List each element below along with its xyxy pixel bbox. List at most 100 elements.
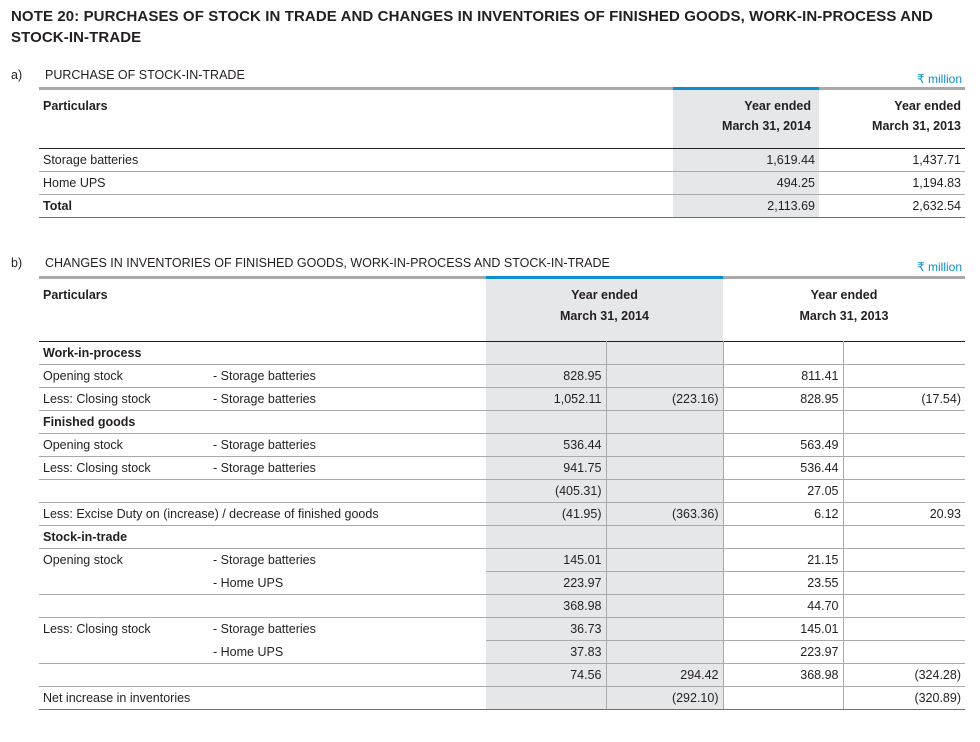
- value-2014-total: [606, 617, 724, 641]
- value-2014-detail: (41.95): [486, 502, 607, 526]
- value-2013-detail: 536.44: [723, 456, 844, 480]
- table-row: (405.31) 27.05: [39, 479, 965, 503]
- col-2014: Year ended March 31, 2014: [486, 276, 723, 342]
- col-2014: Year ended March 31, 2014: [673, 87, 819, 149]
- value-2014-detail: 941.75: [486, 456, 607, 480]
- value-2014-detail: 36.73: [486, 617, 607, 641]
- value-2013-total: [843, 571, 965, 595]
- value-2013-total: (324.28): [843, 663, 965, 687]
- value-2013-detail: 27.05: [723, 479, 844, 503]
- value-2014-total: [606, 341, 724, 365]
- row-sublabel: - Storage batteries: [213, 622, 316, 637]
- value-2013-total: [843, 617, 965, 641]
- value-2014-total: (363.36): [606, 502, 724, 526]
- row-label: Opening stock: [39, 364, 209, 388]
- table-row: Less: Closing stock - Storage batteries 94…: [39, 456, 965, 480]
- value-2014-detail: [486, 341, 607, 365]
- value-2013: 1,194.83: [819, 171, 965, 195]
- value-2014-total: [606, 571, 724, 595]
- section-b-letter: b): [11, 256, 23, 270]
- row-label: Less: Excise Duty on (increase) / decrea…: [39, 502, 486, 526]
- row-sublabel: - Home UPS: [209, 640, 486, 664]
- value-2014-detail: 536.44: [486, 433, 607, 457]
- col-2014-line1: Year ended: [744, 99, 811, 113]
- col-2013-line1: Year ended: [810, 288, 878, 302]
- table-row: Finished goods: [39, 410, 965, 434]
- value-2013-total: (320.89): [843, 686, 965, 710]
- row-sublabel: - Storage batteries: [209, 433, 486, 457]
- value-2014-detail: 37.83: [486, 640, 607, 664]
- value-2014-total: [606, 548, 724, 572]
- section-b-unit: ₹ million: [917, 260, 962, 274]
- value-2013-total: [843, 525, 965, 549]
- row-sublabel: - Storage batteries: [209, 364, 486, 388]
- inventory-changes-table: Particulars Year ended March 31, 2014 Ye…: [39, 276, 965, 710]
- table-header-row: Particulars Year ended March 31, 2014 Ye…: [39, 276, 965, 342]
- value-2013-detail: 811.41: [723, 364, 844, 388]
- value-2013-total: [843, 479, 965, 503]
- value-2014-total: [606, 433, 724, 457]
- value-2014-detail: 145.01: [486, 548, 607, 572]
- row-sublabel: [209, 663, 486, 687]
- section-a-unit: ₹ million: [917, 72, 962, 86]
- row-label: Home UPS: [39, 171, 673, 195]
- table-row: Stock-in-trade: [39, 525, 965, 549]
- table-row: Less: Closing stock - Storage batteries 1,…: [39, 387, 965, 411]
- value-2013-detail: [723, 525, 844, 549]
- value-2013-detail: 44.70: [723, 594, 844, 618]
- value-2013-detail: 6.12: [723, 502, 844, 526]
- value-2014-detail: [486, 410, 607, 434]
- row-sublabel: - Home UPS: [209, 571, 486, 595]
- table-row: Opening stock - Storage batteries 828.95 81…: [39, 364, 965, 388]
- value-2014-total: [606, 456, 724, 480]
- col-2013-line2: March 31, 2013: [799, 309, 889, 323]
- value-2013-total: (17.54): [843, 387, 965, 411]
- value-2013-detail: 145.01: [723, 617, 844, 641]
- value-2014: 1,619.44: [673, 148, 819, 172]
- value-2013-detail: 563.49: [723, 433, 844, 457]
- row-label: Storage batteries: [39, 148, 673, 172]
- value-2013-total: [843, 594, 965, 618]
- col-2013: Year ended March 31, 2013: [819, 89, 965, 149]
- value-2014-total: [606, 525, 724, 549]
- table-header-row: Particulars Year ended March 31, 2014 Ye…: [39, 87, 965, 149]
- value-2014-total: (223.16): [606, 387, 724, 411]
- value-2013: 2,632.54: [819, 194, 965, 218]
- value-2013-total: [843, 456, 965, 480]
- purchase-table: Particulars Year ended March 31, 2014 Ye…: [39, 87, 965, 218]
- value-2013-detail: 368.98: [723, 663, 844, 687]
- value-2014-detail: 1,052.11: [486, 387, 607, 411]
- value-2013: 1,437.71: [819, 148, 965, 172]
- value-2014-detail: 828.95: [486, 364, 607, 388]
- value-2013-total: [843, 548, 965, 572]
- section-b-title: CHANGES IN INVENTORIES OF FINISHED GOODS…: [45, 256, 610, 270]
- value-2014-total: [606, 594, 724, 618]
- row-label: Stock-in-trade: [39, 525, 486, 549]
- value-2014-detail: (405.31): [486, 479, 607, 503]
- row-label: [39, 640, 209, 664]
- table-row: Opening stock - Storage batteries 145.01 21…: [39, 548, 965, 572]
- value-2014: 2,113.69: [673, 194, 819, 218]
- value-2013-total: 20.93: [843, 502, 965, 526]
- value-2014-detail: 368.98: [486, 594, 607, 618]
- value-2013-total: [843, 364, 965, 388]
- row-label: [39, 571, 209, 595]
- value-2014-detail: 74.56: [486, 663, 607, 687]
- col-2014-line1: Year ended: [571, 288, 638, 302]
- inventory-rows: Work-in-process Opening stock - Storage ba…: [39, 341, 965, 710]
- row-label: [39, 663, 209, 687]
- row-label: Total: [39, 194, 673, 218]
- table-row: - Home UPS 223.97 23.55: [39, 571, 965, 595]
- table-row: Less: Excise Duty on (increase) / decrea…: [39, 502, 965, 526]
- table-row: Work-in-process: [39, 341, 965, 365]
- row-label: Less: Closing stock: [43, 622, 151, 637]
- value-2013-total: [843, 341, 965, 365]
- row-label: Work-in-process: [39, 341, 486, 365]
- col-2013-line1: Year ended: [894, 99, 961, 113]
- value-2014-total: 294.42: [606, 663, 724, 687]
- table-row: - Home UPS 37.83 223.97: [39, 640, 965, 664]
- row-label: Less: Closing stock: [39, 456, 209, 480]
- col-2013: Year ended March 31, 2013: [723, 278, 965, 342]
- row-label: Finished goods: [39, 410, 486, 434]
- table-row: Opening stock - Storage batteries 536.44 56…: [39, 433, 965, 457]
